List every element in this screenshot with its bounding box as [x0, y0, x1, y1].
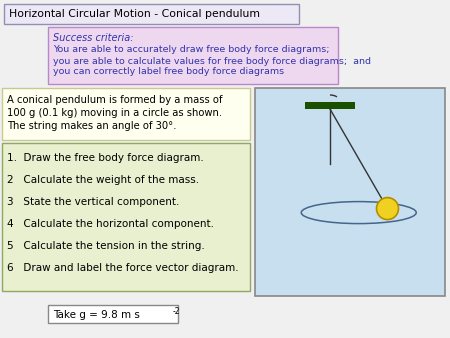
Text: You are able to accurately draw free body force diagrams;: You are able to accurately draw free bod…	[53, 46, 329, 54]
FancyBboxPatch shape	[2, 143, 250, 291]
FancyBboxPatch shape	[255, 88, 445, 296]
Text: Horizontal Circular Motion - Conical pendulum: Horizontal Circular Motion - Conical pen…	[9, 9, 260, 19]
Text: you can correctly label free body force diagrams: you can correctly label free body force …	[53, 68, 284, 76]
Text: 100 g (0.1 kg) moving in a circle as shown.: 100 g (0.1 kg) moving in a circle as sho…	[7, 108, 222, 118]
Text: you are able to calculate values for free body force diagrams;  and: you are able to calculate values for fre…	[53, 56, 371, 66]
Text: 5   Calculate the tension in the string.: 5 Calculate the tension in the string.	[7, 241, 205, 251]
Text: 4   Calculate the horizontal component.: 4 Calculate the horizontal component.	[7, 219, 214, 229]
FancyBboxPatch shape	[2, 88, 250, 140]
FancyBboxPatch shape	[305, 102, 355, 109]
Circle shape	[377, 198, 399, 220]
FancyBboxPatch shape	[4, 4, 299, 24]
Text: 2   Calculate the weight of the mass.: 2 Calculate the weight of the mass.	[7, 175, 199, 185]
Text: -2: -2	[173, 307, 180, 315]
Text: 6   Draw and label the force vector diagram.: 6 Draw and label the force vector diagra…	[7, 263, 238, 273]
FancyBboxPatch shape	[48, 27, 338, 84]
Text: 3   State the vertical component.: 3 State the vertical component.	[7, 197, 180, 207]
Text: A conical pendulum is formed by a mass of: A conical pendulum is formed by a mass o…	[7, 95, 222, 105]
Text: The string makes an angle of 30°.: The string makes an angle of 30°.	[7, 121, 176, 131]
Text: Success criteria:: Success criteria:	[53, 33, 134, 43]
Text: Take g = 9.8 m s: Take g = 9.8 m s	[53, 310, 140, 320]
FancyBboxPatch shape	[48, 305, 178, 323]
Text: 1.  Draw the free body force diagram.: 1. Draw the free body force diagram.	[7, 153, 204, 163]
